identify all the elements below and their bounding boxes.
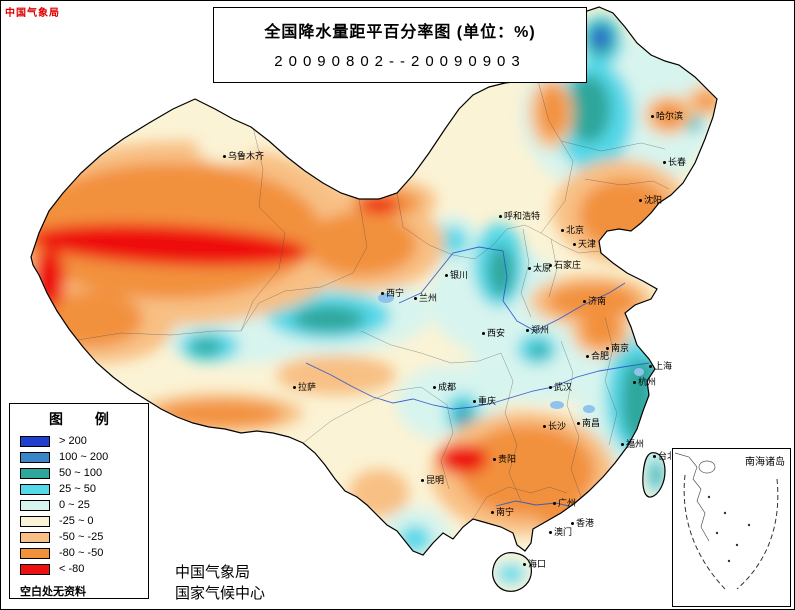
city-label: 南昌 bbox=[577, 418, 600, 428]
city-label: 上海 bbox=[649, 361, 672, 371]
legend-label: -80 ~ -50 bbox=[59, 547, 104, 559]
city-label: 哈尔滨 bbox=[651, 111, 683, 121]
credits: 中国气象局 国家气候中心 bbox=[175, 562, 265, 604]
legend-label: 25 ~ 50 bbox=[59, 483, 97, 495]
city-label: 重庆 bbox=[473, 396, 496, 406]
city-label: 南京 bbox=[606, 343, 629, 353]
inset-label: 南海诸岛 bbox=[745, 457, 785, 468]
legend-swatch bbox=[20, 515, 50, 527]
legend-swatch bbox=[20, 531, 50, 543]
legend-item: 50 ~ 100 bbox=[10, 465, 148, 481]
city-label: 天津 bbox=[573, 239, 596, 249]
legend-swatch bbox=[20, 451, 50, 463]
map-title: 全国降水量距平百分率图 (单位：%) bbox=[264, 24, 536, 41]
city-label: 郑州 bbox=[526, 325, 549, 335]
city-label: 沈阳 bbox=[639, 195, 662, 205]
legend-swatch bbox=[20, 467, 50, 479]
city-label: 北京 bbox=[561, 225, 584, 235]
city-label: 成都 bbox=[433, 382, 456, 392]
legend-swatch bbox=[20, 435, 50, 447]
legend-swatch bbox=[20, 499, 50, 511]
legend-items: > 200 100 ~ 200 50 ~ 100 25 ~ 50 0 ~ 25 -25 ~… bbox=[10, 433, 148, 577]
city-label: 贵阳 bbox=[493, 454, 516, 464]
city-label: 南宁 bbox=[491, 507, 514, 517]
city-label: 长春 bbox=[663, 157, 686, 167]
legend-swatch bbox=[20, 483, 50, 495]
legend-swatch bbox=[20, 563, 50, 575]
legend-label: 100 ~ 200 bbox=[59, 451, 109, 463]
city-label: 银川 bbox=[445, 270, 468, 280]
city-label: 呼和浩特 bbox=[499, 211, 540, 221]
legend-label: 0 ~ 25 bbox=[59, 499, 90, 511]
city-label: 乌鲁木齐 bbox=[223, 151, 264, 161]
legend-item: -25 ~ 0 bbox=[10, 513, 148, 529]
legend-label: < -80 bbox=[59, 563, 85, 575]
city-label: 长沙 bbox=[543, 421, 566, 431]
province-boundaries bbox=[70, 76, 670, 520]
legend-box: 图 例 > 200 100 ~ 200 50 ~ 100 25 ~ 50 0 ~ 25 -… bbox=[9, 403, 149, 599]
agency-watermark: 中国气象局 bbox=[5, 8, 60, 19]
legend-footnote: 空白处无资料 bbox=[20, 586, 86, 598]
inset-map bbox=[674, 452, 779, 590]
legend-item: < -80 bbox=[10, 561, 148, 577]
city-label: 杭州 bbox=[633, 377, 656, 387]
city-label: 昆明 bbox=[421, 475, 444, 485]
city-label: 香港 bbox=[571, 518, 594, 528]
legend-item: > 200 bbox=[10, 433, 148, 449]
inset-islands bbox=[707, 495, 751, 563]
title-box: 全国降水量距平百分率图 (单位：%) 20090802--20090903 bbox=[213, 7, 587, 83]
legend-item: -80 ~ -50 bbox=[10, 545, 148, 561]
city-label: 西宁 bbox=[381, 288, 404, 298]
date-range: 20090802--20090903 bbox=[274, 53, 526, 70]
city-label: 石家庄 bbox=[549, 260, 581, 270]
city-label: 广州 bbox=[553, 498, 576, 508]
city-label: 太原 bbox=[528, 263, 551, 273]
legend-item: 100 ~ 200 bbox=[10, 449, 148, 465]
city-label: 济南 bbox=[583, 296, 606, 306]
city-label: 武汉 bbox=[549, 382, 572, 392]
credit-center: 国家气候中心 bbox=[175, 585, 266, 602]
legend-item: 0 ~ 25 bbox=[10, 497, 148, 513]
legend-label: -50 ~ -25 bbox=[59, 531, 104, 543]
legend-swatch bbox=[20, 547, 50, 559]
legend-title: 图 例 bbox=[49, 411, 123, 427]
south-china-sea-inset: 南海诸岛 bbox=[672, 448, 791, 607]
city-label: 兰州 bbox=[414, 293, 437, 303]
national-boundary bbox=[30, 6, 718, 592]
city-label: 合肥 bbox=[586, 351, 609, 361]
zone-over-200 bbox=[595, 29, 607, 45]
city-label: 拉萨 bbox=[293, 382, 316, 392]
legend-item: -50 ~ -25 bbox=[10, 529, 148, 545]
city-label: 西安 bbox=[482, 328, 505, 338]
city-label: 台北 bbox=[653, 451, 676, 461]
city-label: 海口 bbox=[523, 559, 546, 569]
legend-label: -25 ~ 0 bbox=[59, 515, 94, 527]
legend-label: > 200 bbox=[59, 435, 87, 447]
city-label: 福州 bbox=[621, 439, 644, 449]
credit-agency: 中国气象局 bbox=[175, 564, 251, 581]
city-label: 澳门 bbox=[549, 527, 572, 537]
legend-item: 25 ~ 50 bbox=[10, 481, 148, 497]
legend-label: 50 ~ 100 bbox=[59, 467, 103, 479]
